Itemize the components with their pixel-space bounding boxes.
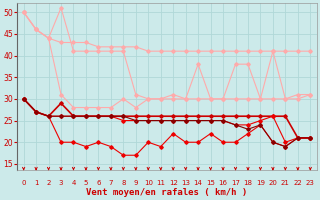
X-axis label: Vent moyen/en rafales ( km/h ): Vent moyen/en rafales ( km/h ) xyxy=(86,188,248,197)
